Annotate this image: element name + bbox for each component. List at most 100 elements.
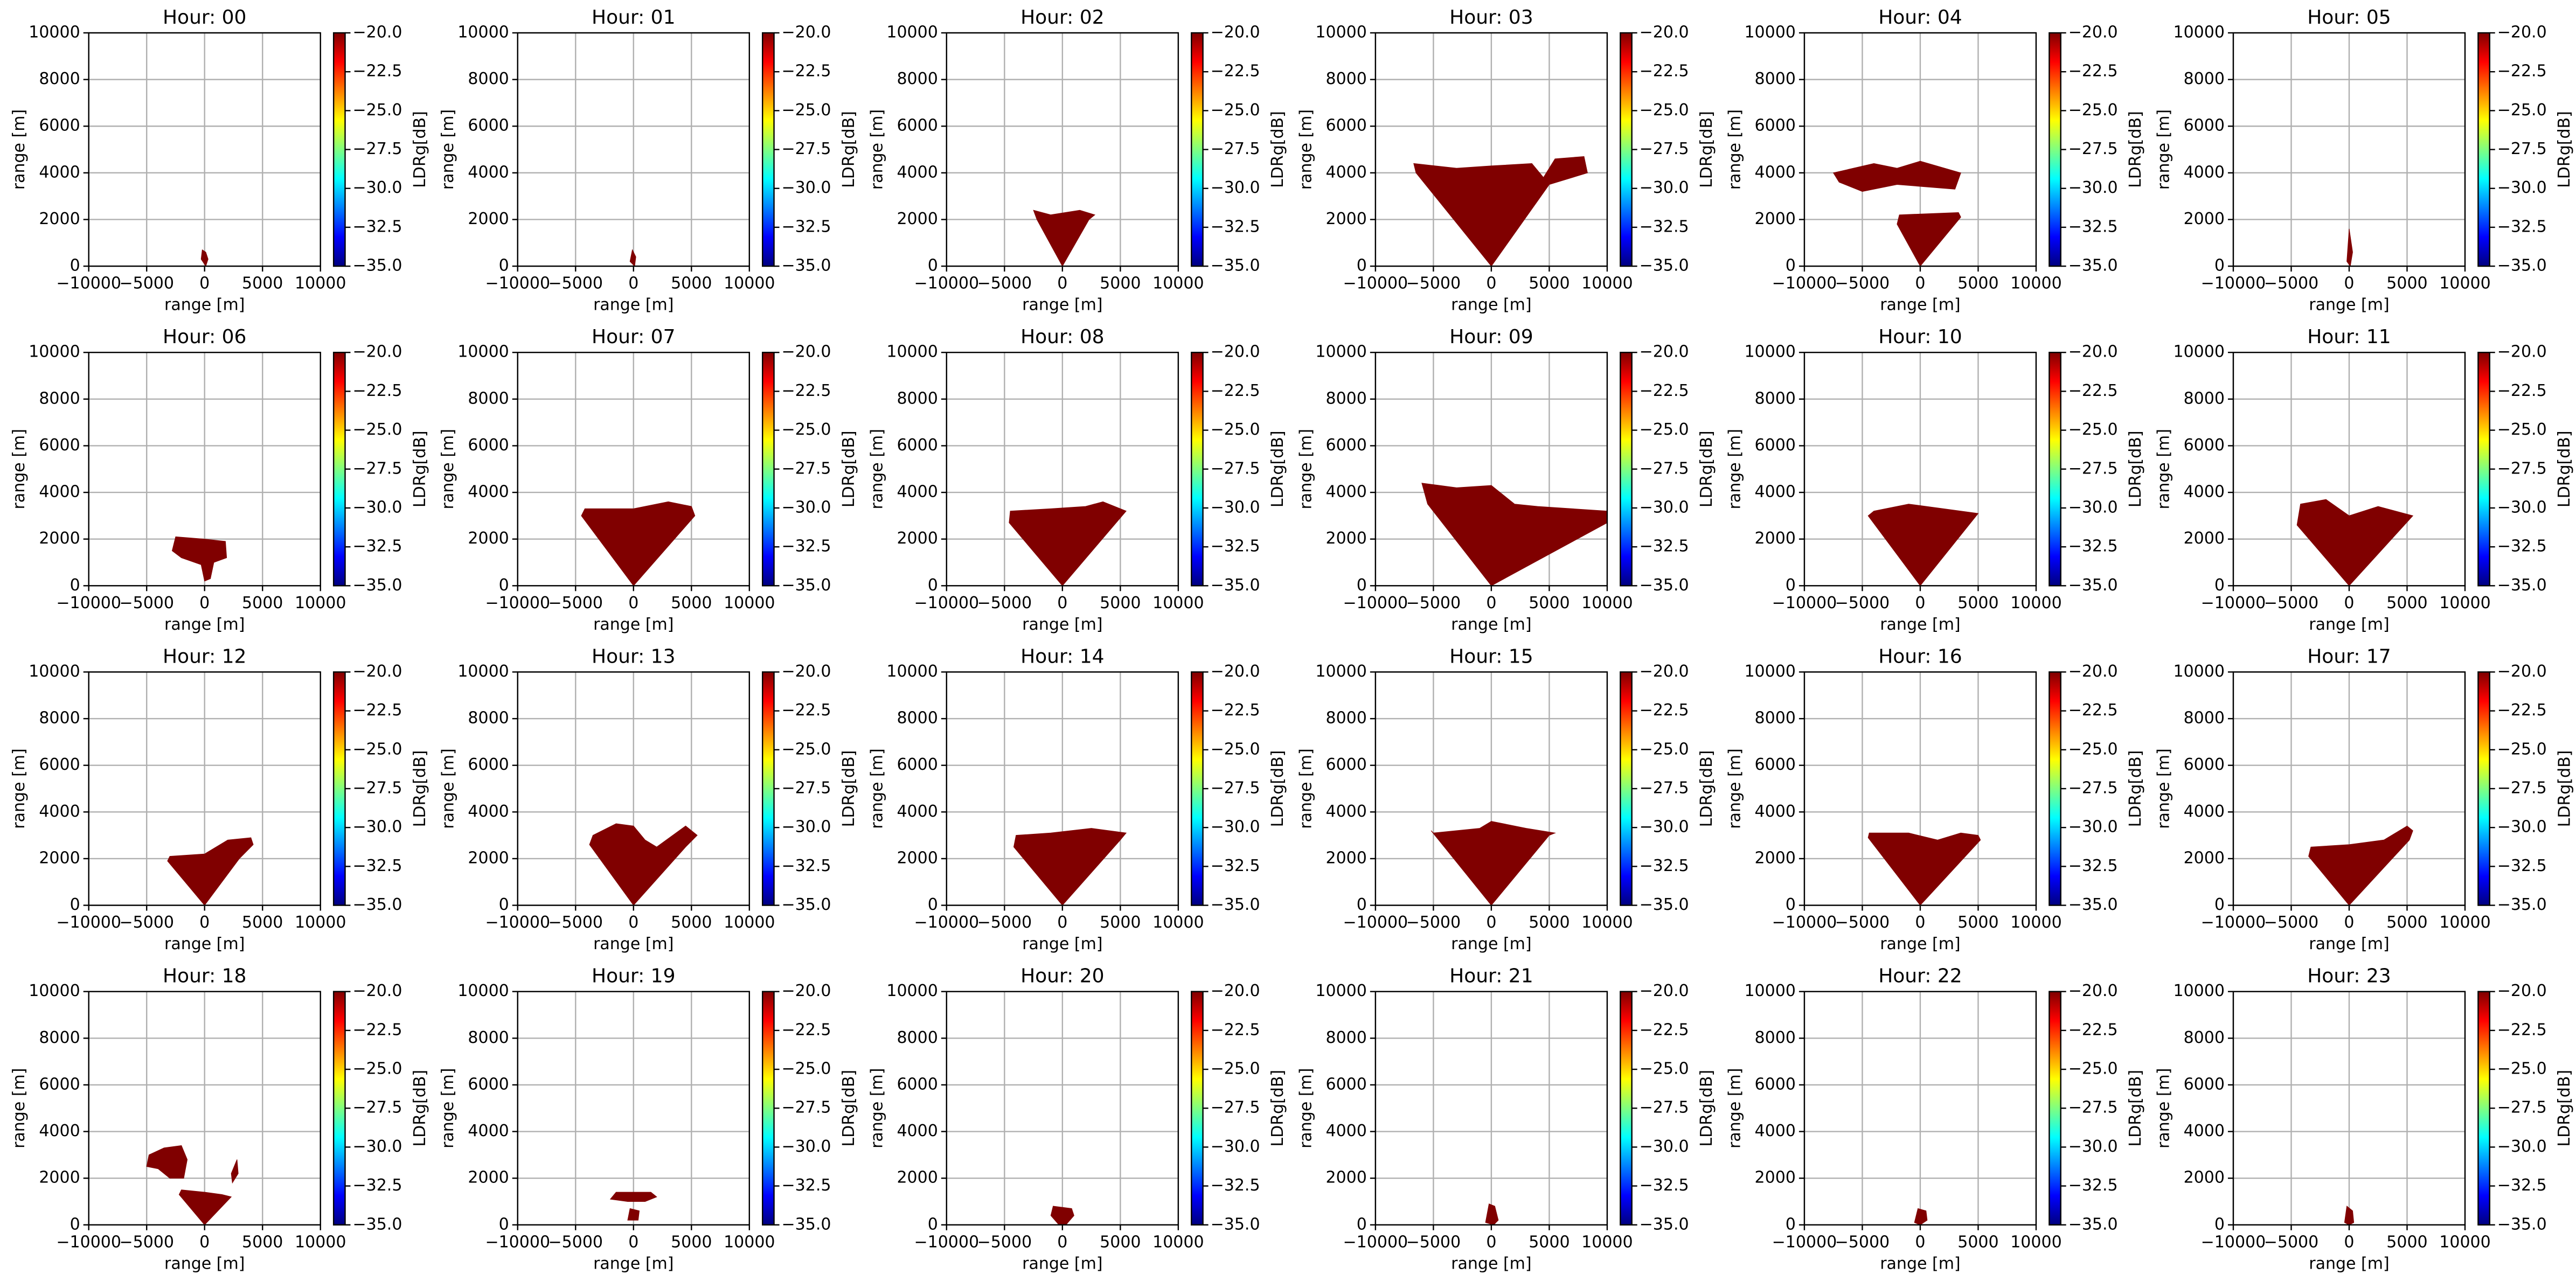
y-tick-label: 2000	[1325, 529, 1366, 548]
x-tick-label: 5000	[1529, 274, 1570, 293]
radar-echo	[200, 249, 209, 267]
axes-frame	[1374, 671, 1608, 906]
y-tick-label: 8000	[39, 389, 80, 408]
y-tick-label: 4000	[1755, 1122, 1796, 1140]
y-tick-label: 2000	[1755, 210, 1796, 228]
y-tick-label: 6000	[1755, 1075, 1796, 1094]
y-axis-label: range [m]	[439, 429, 457, 509]
axes-frame	[1803, 991, 2037, 1226]
y-tick-label: 4000	[2184, 483, 2225, 502]
y-tick-label: 4000	[2184, 1122, 2225, 1140]
y-tick-label: 10000	[886, 981, 938, 1000]
colorbar	[2049, 32, 2061, 267]
y-axis-label: range [m]	[1296, 109, 1315, 190]
x-axis-label: range [m]	[1880, 296, 1960, 315]
radar-echo	[1413, 156, 1588, 267]
y-axis-label: range [m]	[10, 748, 29, 829]
colorbar	[2477, 991, 2490, 1226]
colorbar-tick-label: −22.5	[353, 701, 402, 720]
colorbar-label: LDRg[dB]	[411, 111, 429, 188]
colorbar-tick-label: −30.0	[353, 498, 402, 517]
colorbar-tick-label: −27.5	[353, 140, 402, 158]
y-tick-label: 8000	[468, 389, 509, 408]
x-tick-label: −10000	[1772, 594, 1837, 612]
chart-title: Hour: 20	[1020, 965, 1104, 987]
y-tick-label: 4000	[1325, 483, 1366, 502]
colorbar-tick-label: −27.5	[2068, 1098, 2118, 1117]
radar-echo	[1867, 504, 1979, 587]
axes-frame	[2232, 32, 2466, 267]
colorbar-tick-label: −32.5	[1640, 537, 1689, 556]
colorbar-tick-label: −20.0	[353, 23, 402, 42]
colorbar-tick-label: −27.5	[2068, 140, 2118, 158]
x-tick-label: −10000	[914, 274, 980, 293]
colorbar-tick-label: −20.0	[353, 981, 402, 1000]
colorbar-tick-label: −27.5	[782, 1098, 831, 1117]
colorbar-label: LDRg[dB]	[1697, 111, 1716, 188]
chart-title: Hour: 04	[1878, 6, 1962, 29]
axes-frame	[88, 352, 321, 587]
y-tick-label: 10000	[29, 662, 80, 681]
colorbar-tick-label: −30.0	[353, 818, 402, 837]
colorbar-tick-label: −35.0	[2068, 256, 2118, 275]
chart-title: Hour: 06	[163, 326, 246, 348]
y-tick-label: 0	[928, 1215, 938, 1234]
y-tick-label: 6000	[2184, 755, 2225, 774]
colorbar-label: LDRg[dB]	[1268, 1070, 1287, 1147]
axes-frame	[2232, 991, 2466, 1226]
x-tick-label: −5000	[977, 274, 1032, 293]
chart-title: Hour: 18	[163, 965, 246, 987]
colorbar-tick-label: −22.5	[782, 1020, 831, 1039]
y-tick-label: 10000	[886, 662, 938, 681]
colorbar-tick-label: −22.5	[1640, 1020, 1689, 1039]
colorbar-tick-label: −32.5	[1211, 217, 1260, 236]
y-tick-label: 6000	[1325, 755, 1366, 774]
radar-echo	[1832, 161, 1961, 267]
colorbar-tick-label: −27.5	[2068, 779, 2118, 798]
y-tick-label: 6000	[1325, 116, 1366, 135]
colorbar-tick-label: −27.5	[2497, 140, 2547, 158]
colorbar-tick-label: −35.0	[1640, 576, 1689, 595]
y-tick-label: 8000	[2184, 1028, 2225, 1047]
colorbar-tick-label: −32.5	[1211, 1176, 1260, 1195]
x-tick-label: −10000	[485, 274, 550, 293]
x-tick-label: 5000	[1957, 1233, 1998, 1251]
colorbar-tick-label: −25.0	[1640, 101, 1689, 120]
y-axis-label: range [m]	[2154, 1068, 2173, 1148]
chart-title: Hour: 14	[1020, 645, 1104, 667]
y-tick-label: 4000	[39, 163, 80, 182]
colorbar-tick-label: −25.0	[782, 101, 831, 120]
colorbar	[2477, 352, 2490, 587]
axes-frame	[517, 991, 750, 1226]
colorbar-tick-label: −35.0	[2068, 895, 2118, 914]
colorbar	[2049, 671, 2061, 906]
x-tick-label: 0	[628, 1233, 638, 1251]
colorbar-tick-label: −27.5	[1640, 1098, 1689, 1117]
x-tick-label: −5000	[548, 594, 603, 612]
x-tick-label: 10000	[724, 594, 775, 612]
radar-echo	[1431, 821, 1556, 906]
colorbar-tick-label: −30.0	[2068, 818, 2118, 837]
colorbar-tick-label: −32.5	[1640, 217, 1689, 236]
x-tick-label: 0	[2344, 594, 2354, 612]
colorbar	[1620, 352, 1633, 587]
colorbar-tick-label: −35.0	[353, 1215, 402, 1234]
y-axis-label: range [m]	[1296, 429, 1315, 509]
x-tick-label: 0	[1915, 594, 1925, 612]
x-tick-label: −10000	[485, 594, 550, 612]
y-tick-label: 0	[928, 895, 938, 914]
axes-frame	[2232, 352, 2466, 587]
colorbar-tick-label: −20.0	[1640, 343, 1689, 361]
y-tick-label: 2000	[2184, 210, 2225, 228]
y-tick-label: 0	[1357, 1215, 1367, 1234]
y-tick-label: 4000	[39, 802, 80, 821]
y-tick-label: 4000	[2184, 802, 2225, 821]
y-tick-label: 6000	[39, 116, 80, 135]
x-tick-label: 5000	[1100, 274, 1141, 293]
colorbar-tick-label: −32.5	[353, 1176, 402, 1195]
colorbar-tick-label: −30.0	[1640, 1137, 1689, 1156]
radar-echo	[2296, 499, 2414, 587]
colorbar-tick-label: −35.0	[2497, 1215, 2547, 1234]
y-tick-label: 4000	[897, 483, 938, 502]
colorbar-tick-label: −25.0	[353, 740, 402, 758]
